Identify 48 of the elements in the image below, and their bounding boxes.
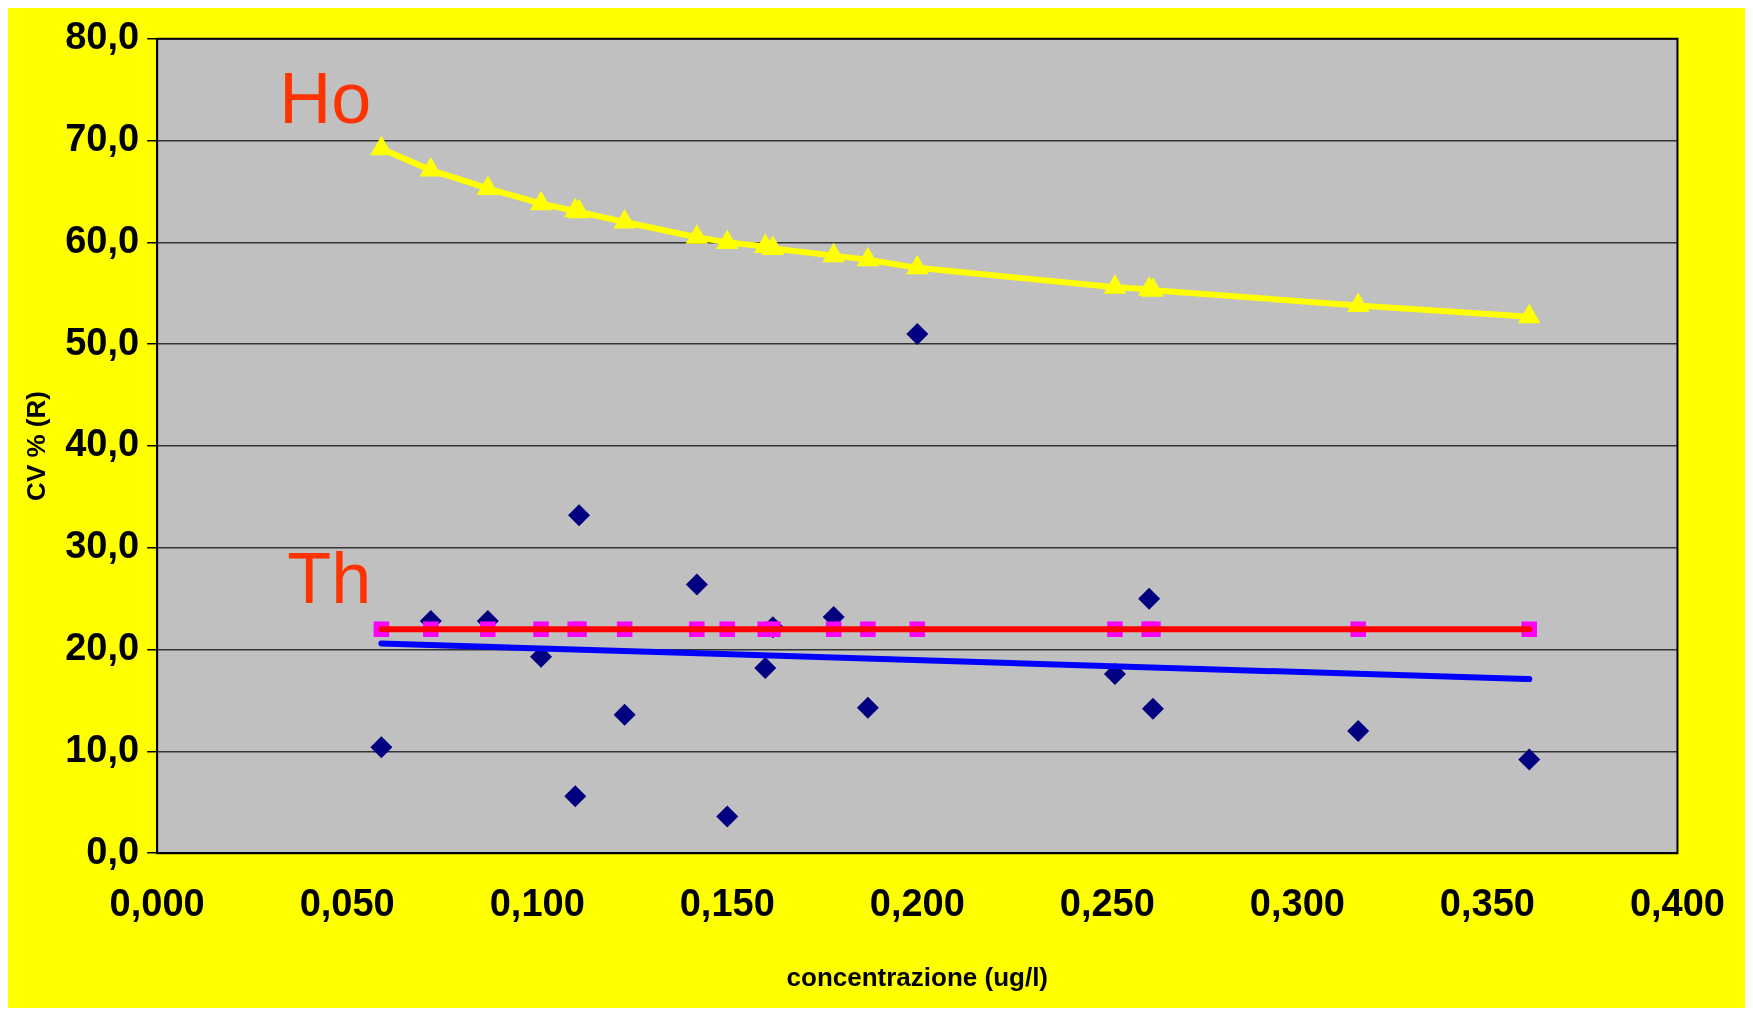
point	[370, 736, 393, 759]
y-tick-label: 20,0	[65, 626, 140, 669]
x-tick-label: 0,100	[489, 882, 585, 925]
point	[716, 229, 739, 249]
x-tick-label: 0,300	[1249, 882, 1345, 925]
point	[1518, 748, 1541, 771]
point	[754, 656, 777, 679]
point	[716, 805, 739, 828]
point	[568, 504, 591, 527]
x-axis-title: concentrazione (ug/l)	[786, 961, 1049, 992]
y-tick-label: 60,0	[65, 218, 140, 261]
point	[564, 785, 587, 808]
point	[856, 696, 879, 719]
point	[685, 573, 708, 596]
y-tick-label: 30,0	[65, 524, 140, 567]
point	[761, 235, 785, 256]
y-axis-title: CV % (R)	[20, 391, 51, 501]
point	[613, 703, 636, 726]
point	[856, 246, 880, 267]
x-tick-label: 0,150	[679, 882, 775, 925]
y-tick-label: 0,0	[86, 829, 140, 872]
point	[370, 135, 393, 156]
point	[1346, 292, 1370, 313]
annotation: Ho	[279, 57, 372, 138]
annotation: Th	[287, 538, 372, 619]
x-tick-label: 0,000	[109, 882, 205, 925]
point	[822, 242, 845, 263]
y-tick-label: 80,0	[65, 15, 140, 58]
x-tick-label: 0,200	[869, 882, 965, 925]
y-tick-label: 40,0	[65, 422, 140, 465]
point	[1103, 274, 1127, 294]
x-tick-label: 0,050	[299, 882, 395, 925]
point	[685, 224, 709, 244]
point	[1138, 587, 1161, 610]
x-tick-label: 0,350	[1439, 882, 1535, 925]
point	[1141, 697, 1164, 720]
point	[529, 190, 553, 211]
x-tick-label: 0,400	[1629, 882, 1725, 925]
point	[906, 254, 929, 275]
point	[419, 157, 443, 177]
point	[1517, 303, 1541, 324]
point	[1347, 720, 1370, 743]
y-tick-label: 70,0	[65, 117, 140, 160]
point	[613, 209, 636, 229]
point	[476, 175, 500, 195]
x-tick-label: 0,250	[1059, 882, 1155, 925]
y-tick-label: 10,0	[65, 727, 140, 770]
y-tick-label: 50,0	[65, 320, 140, 363]
